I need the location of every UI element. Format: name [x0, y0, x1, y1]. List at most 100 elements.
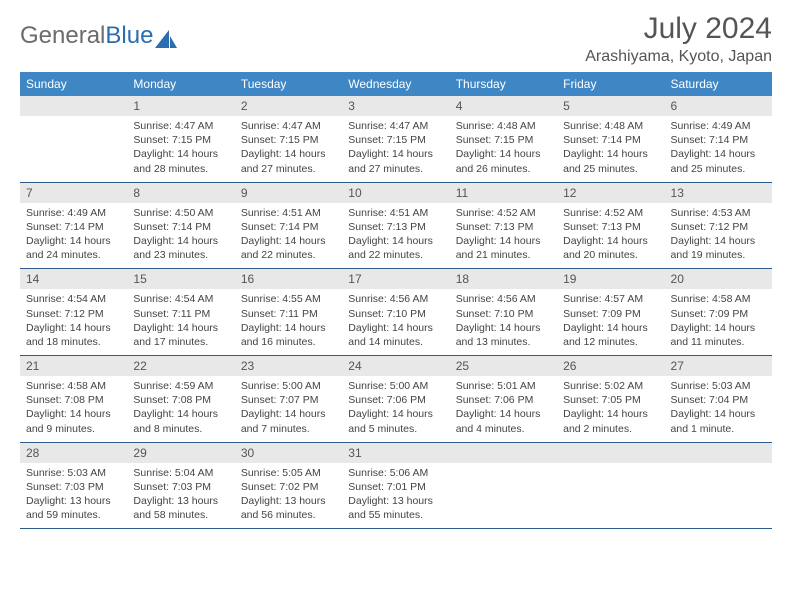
day-number: 14 — [20, 269, 127, 290]
day-number: 13 — [665, 182, 772, 203]
sunset-text: Sunset: 7:14 PM — [563, 133, 658, 147]
day-number: 24 — [342, 356, 449, 377]
day-detail — [20, 116, 127, 182]
day-number: 27 — [665, 356, 772, 377]
day-detail: Sunrise: 5:01 AMSunset: 7:06 PMDaylight:… — [450, 376, 557, 442]
sunset-text: Sunset: 7:09 PM — [671, 307, 766, 321]
daylight-text: Daylight: 14 hours and 7 minutes. — [241, 407, 336, 435]
day-number: 4 — [450, 96, 557, 116]
day-detail: Sunrise: 4:55 AMSunset: 7:11 PMDaylight:… — [235, 289, 342, 355]
day-detail: Sunrise: 4:58 AMSunset: 7:09 PMDaylight:… — [665, 289, 772, 355]
sunrise-text: Sunrise: 4:56 AM — [348, 292, 443, 306]
day-number: 5 — [557, 96, 664, 116]
sunrise-text: Sunrise: 4:58 AM — [26, 379, 121, 393]
day-detail: Sunrise: 4:53 AMSunset: 7:12 PMDaylight:… — [665, 203, 772, 269]
title-block: July 2024 Arashiyama, Kyoto, Japan — [585, 12, 772, 66]
daylight-text: Daylight: 14 hours and 25 minutes. — [671, 147, 766, 175]
sunset-text: Sunset: 7:13 PM — [563, 220, 658, 234]
day-detail: Sunrise: 4:47 AMSunset: 7:15 PMDaylight:… — [235, 116, 342, 182]
month-title: July 2024 — [585, 12, 772, 46]
day-number: 22 — [127, 356, 234, 377]
sunset-text: Sunset: 7:15 PM — [133, 133, 228, 147]
day-number — [450, 442, 557, 463]
sunrise-text: Sunrise: 4:58 AM — [671, 292, 766, 306]
detail-row: Sunrise: 4:58 AM Sunset: 7:08 PM Daylight:… — [20, 376, 772, 442]
day-number: 9 — [235, 182, 342, 203]
day-number: 7 — [20, 182, 127, 203]
logo: GeneralBlue — [20, 22, 177, 50]
sunrise-text: Sunrise: 5:03 AM — [671, 379, 766, 393]
day-detail: Sunrise: 4:58 AMSunset: 7:08 PMDaylight:… — [20, 376, 127, 442]
daylight-text: Daylight: 14 hours and 2 minutes. — [563, 407, 658, 435]
day-detail: Sunrise: 4:59 AMSunset: 7:08 PMDaylight:… — [127, 376, 234, 442]
day-number: 29 — [127, 442, 234, 463]
sunset-text: Sunset: 7:15 PM — [348, 133, 443, 147]
sunrise-text: Sunrise: 5:04 AM — [133, 466, 228, 480]
sunset-text: Sunset: 7:14 PM — [241, 220, 336, 234]
sunrise-text: Sunrise: 4:47 AM — [133, 119, 228, 133]
day-detail — [665, 463, 772, 529]
day-detail: Sunrise: 4:56 AMSunset: 7:10 PMDaylight:… — [450, 289, 557, 355]
day-detail — [557, 463, 664, 529]
day-number: 18 — [450, 269, 557, 290]
sunrise-text: Sunrise: 4:50 AM — [133, 206, 228, 220]
sunrise-text: Sunrise: 5:06 AM — [348, 466, 443, 480]
detail-row: Sunrise: 5:03 AMSunset: 7:03 PMDaylight:… — [20, 463, 772, 529]
day-header: Wednesday — [342, 72, 449, 96]
daylight-text: Daylight: 13 hours and 56 minutes. — [241, 494, 336, 522]
daylight-text: Daylight: 14 hours and 1 minute. — [671, 407, 766, 435]
day-number: 28 — [20, 442, 127, 463]
daylight-text: Daylight: 14 hours and 22 minutes. — [348, 234, 443, 262]
day-number: 10 — [342, 182, 449, 203]
day-detail: Sunrise: 5:02 AMSunset: 7:05 PMDaylight:… — [557, 376, 664, 442]
week-separator — [20, 528, 772, 529]
daylight-text: Daylight: 14 hours and 4 minutes. — [456, 407, 551, 435]
sunset-text: Sunset: 7:12 PM — [26, 307, 121, 321]
daynum-row: 21222324252627 — [20, 356, 772, 377]
daylight-text: Daylight: 14 hours and 11 minutes. — [671, 321, 766, 349]
sunrise-text: Sunrise: 4:52 AM — [563, 206, 658, 220]
daylight-text: Daylight: 14 hours and 27 minutes. — [348, 147, 443, 175]
day-header: Thursday — [450, 72, 557, 96]
sunset-text: Sunset: 7:10 PM — [456, 307, 551, 321]
day-number: 12 — [557, 182, 664, 203]
sunrise-text: Sunrise: 4:48 AM — [563, 119, 658, 133]
daynum-row: 28293031 — [20, 442, 772, 463]
day-detail: Sunrise: 4:51 AMSunset: 7:14 PMDaylight:… — [235, 203, 342, 269]
sunset-text: Sunset: 7:15 PM — [456, 133, 551, 147]
day-number: 15 — [127, 269, 234, 290]
day-number — [665, 442, 772, 463]
day-detail: Sunrise: 4:54 AMSunset: 7:11 PMDaylight:… — [127, 289, 234, 355]
sunset-text: Sunset: 7:14 PM — [133, 220, 228, 234]
day-detail: Sunrise: 5:05 AMSunset: 7:02 PMDaylight:… — [235, 463, 342, 529]
daylight-text: Daylight: 14 hours and 25 minutes. — [563, 147, 658, 175]
daylight-text: Daylight: 13 hours and 58 minutes. — [133, 494, 228, 522]
day-detail: Sunrise: 4:47 AMSunset: 7:15 PMDaylight:… — [127, 116, 234, 182]
day-detail: Sunrise: 4:56 AMSunset: 7:10 PMDaylight:… — [342, 289, 449, 355]
day-number: 16 — [235, 269, 342, 290]
day-detail: Sunrise: 4:51 AMSunset: 7:13 PMDaylight:… — [342, 203, 449, 269]
day-number: 21 — [20, 356, 127, 377]
daynum-row: 123456 — [20, 96, 772, 116]
detail-row: Sunrise: 4:47 AMSunset: 7:15 PMDaylight:… — [20, 116, 772, 182]
sunset-text: Sunset: 7:14 PM — [671, 133, 766, 147]
day-number — [557, 442, 664, 463]
day-number: 30 — [235, 442, 342, 463]
day-detail: Sunrise: 5:03 AMSunset: 7:03 PMDaylight:… — [20, 463, 127, 529]
sunset-text: Sunset: 7:03 PM — [26, 480, 121, 494]
day-detail: Sunrise: 4:48 AMSunset: 7:14 PMDaylight:… — [557, 116, 664, 182]
sunrise-text: Sunrise: 5:01 AM — [456, 379, 551, 393]
day-number: 8 — [127, 182, 234, 203]
daylight-text: Daylight: 14 hours and 16 minutes. — [241, 321, 336, 349]
sunset-text: Sunset: 7:13 PM — [348, 220, 443, 234]
sunset-text: Sunset: 7:08 PM — [133, 393, 228, 407]
daylight-text: Daylight: 13 hours and 55 minutes. — [348, 494, 443, 522]
daylight-text: Daylight: 14 hours and 18 minutes. — [26, 321, 121, 349]
daylight-text: Daylight: 14 hours and 20 minutes. — [563, 234, 658, 262]
day-header: Friday — [557, 72, 664, 96]
daylight-text: Daylight: 14 hours and 13 minutes. — [456, 321, 551, 349]
sunrise-text: Sunrise: 4:54 AM — [133, 292, 228, 306]
day-detail: Sunrise: 4:57 AMSunset: 7:09 PMDaylight:… — [557, 289, 664, 355]
day-number: 17 — [342, 269, 449, 290]
day-number: 25 — [450, 356, 557, 377]
